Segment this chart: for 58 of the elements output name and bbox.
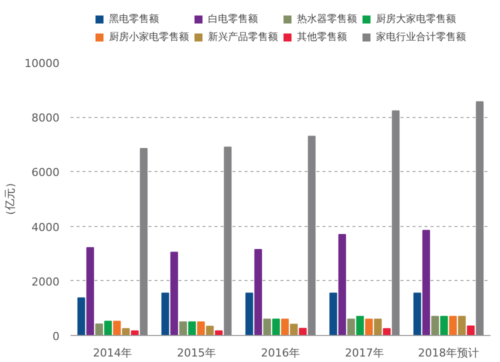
bar [298, 328, 307, 336]
bar [161, 292, 170, 336]
bar [476, 101, 484, 336]
y-tick-label: 4000 [32, 220, 60, 234]
legend-label: 家电行业合计零售额 [376, 30, 466, 44]
y-tick-label: 0 [52, 330, 60, 343]
bar [449, 316, 457, 336]
legend-label: 黑电零售额 [109, 12, 159, 26]
bar [374, 318, 382, 336]
bar [179, 321, 187, 336]
bar [140, 148, 148, 336]
bar [95, 324, 103, 336]
x-tick-label: 2016年 [261, 346, 300, 360]
bar [206, 326, 214, 336]
bar [365, 318, 373, 336]
x-tick-label: 2017年 [345, 346, 384, 360]
legend-label: 其他零售额 [297, 30, 347, 44]
x-tick-label: 2014年 [93, 346, 132, 360]
y-tick-label: 8000 [32, 112, 60, 125]
bar [356, 316, 364, 336]
bar [431, 316, 439, 336]
y-axis-title: （亿元） [4, 177, 17, 221]
legend-label: 新兴产品零售额 [208, 30, 278, 44]
bar [170, 252, 178, 336]
bar [338, 234, 346, 336]
bar [329, 292, 338, 336]
bar [113, 320, 121, 336]
bar [466, 325, 475, 336]
bar [281, 318, 289, 336]
bar [382, 328, 391, 336]
bar [413, 292, 422, 336]
bar [347, 318, 355, 336]
bar [290, 324, 298, 336]
bar [122, 328, 130, 336]
legend-label: 厨房大家电零售额 [376, 12, 456, 26]
bar [86, 247, 94, 336]
bar [197, 321, 205, 336]
x-tick-label: 2015年 [177, 346, 216, 360]
legend-label: 热水器零售额 [297, 12, 357, 26]
bar [224, 146, 232, 336]
bar [263, 318, 271, 336]
bar [440, 316, 448, 336]
bar [422, 230, 430, 336]
bar [245, 292, 254, 336]
legend-label: 白电零售额 [208, 12, 258, 26]
x-tick-label: 2018年预计 [418, 346, 480, 360]
y-tick-label: 2000 [32, 275, 60, 288]
bar [308, 136, 316, 336]
bar [272, 318, 280, 336]
bar [254, 249, 262, 336]
legend-label: 厨房小家电零售额 [109, 30, 189, 44]
bar [77, 297, 86, 336]
bar [104, 320, 112, 336]
y-tick-label: 10000 [24, 57, 60, 70]
bar [392, 110, 400, 336]
bar [458, 316, 466, 336]
y-tick-label: 6000 [32, 166, 60, 180]
bar [188, 321, 196, 336]
